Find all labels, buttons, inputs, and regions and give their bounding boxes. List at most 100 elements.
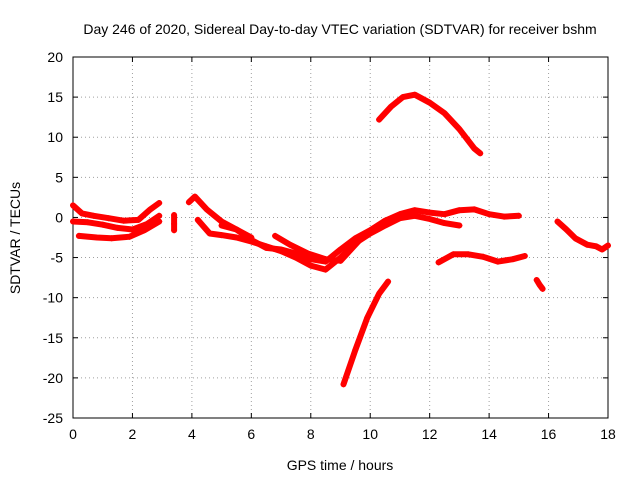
data-point — [456, 207, 463, 214]
data-point — [135, 216, 142, 223]
data-point — [171, 220, 178, 227]
series-trace-12 — [533, 277, 546, 292]
data-point — [147, 206, 154, 213]
series-trace-6 — [194, 212, 463, 273]
data-point — [272, 232, 279, 239]
data-point — [599, 246, 606, 253]
data-point — [376, 290, 383, 297]
x-tick-label: 14 — [481, 426, 497, 442]
data-point — [426, 209, 433, 216]
x-tick-label: 4 — [188, 426, 196, 442]
x-tick-label: 16 — [541, 426, 557, 442]
data-point — [337, 257, 344, 264]
data-point — [203, 206, 210, 213]
data-point — [129, 226, 136, 233]
data-point — [108, 235, 115, 242]
series-line — [554, 218, 611, 253]
data-point — [563, 226, 570, 233]
data-point — [399, 94, 406, 101]
series-trace-8 — [272, 232, 362, 264]
data-point — [477, 150, 484, 157]
x-tick-label: 6 — [247, 426, 255, 442]
data-point — [355, 238, 362, 245]
grid-layer — [73, 57, 608, 418]
data-point — [233, 234, 240, 241]
data-point — [75, 232, 82, 239]
series-layer — [70, 91, 611, 388]
data-point — [120, 217, 127, 224]
data-point — [171, 227, 178, 234]
data-point — [278, 246, 285, 253]
data-point — [93, 234, 100, 241]
series-line — [340, 278, 392, 388]
y-tick-label: -10 — [43, 290, 63, 306]
data-point — [486, 211, 493, 218]
data-point — [536, 281, 543, 288]
data-point — [233, 226, 240, 233]
series-trace-10 — [376, 91, 484, 157]
data-point — [382, 217, 389, 224]
data-point — [584, 241, 591, 248]
data-point — [156, 218, 163, 225]
data-point — [70, 218, 76, 225]
data-point — [539, 285, 546, 292]
data-point — [263, 244, 270, 251]
data-point — [593, 243, 600, 250]
data-point — [191, 193, 198, 200]
data-point — [218, 222, 225, 229]
data-point — [471, 145, 478, 152]
x-tick-label: 12 — [422, 426, 438, 442]
chart-title: Day 246 of 2020, Sidereal Day-to-day VTE… — [83, 21, 596, 37]
data-point — [114, 224, 121, 231]
x-tick-label: 0 — [69, 426, 77, 442]
data-point — [78, 210, 85, 217]
data-point — [171, 212, 178, 219]
series-line — [272, 232, 362, 264]
data-point — [185, 199, 192, 206]
data-point — [99, 221, 106, 228]
series-trace-9 — [340, 278, 392, 388]
data-point — [388, 103, 395, 110]
data-point — [194, 216, 201, 223]
data-point — [411, 212, 418, 219]
y-tick-label: 10 — [47, 129, 63, 145]
y-tick-label: 5 — [55, 169, 63, 185]
data-point — [286, 241, 293, 248]
x-tick-label: 18 — [600, 426, 616, 442]
data-point — [435, 259, 442, 266]
data-point — [441, 110, 448, 117]
data-point — [90, 212, 97, 219]
data-point — [156, 212, 163, 219]
plot-frame — [72, 56, 609, 419]
data-point — [411, 207, 418, 214]
y-tick-label: -25 — [43, 410, 63, 426]
x-axis-label: GPS time / hours — [287, 457, 394, 473]
data-point — [105, 215, 112, 222]
data-point — [248, 236, 255, 243]
y-axis-label: SDTVAR / TECUs — [7, 182, 23, 294]
data-point — [340, 381, 347, 388]
x-tick-label: 10 — [362, 426, 378, 442]
data-point — [352, 346, 359, 353]
data-point — [480, 253, 487, 260]
data-point — [500, 213, 507, 220]
data-point — [364, 314, 371, 321]
y-tick-label: 0 — [55, 209, 63, 225]
series-line — [70, 200, 163, 224]
data-point — [322, 256, 329, 263]
data-point — [521, 252, 528, 259]
data-point — [156, 200, 163, 207]
data-point — [572, 235, 579, 242]
data-point — [495, 258, 502, 265]
data-point — [533, 277, 540, 284]
y-tick-label: -15 — [43, 330, 63, 346]
data-point — [141, 227, 148, 234]
x-tick-label: 8 — [307, 426, 315, 442]
data-point — [126, 233, 133, 240]
tick-layer: 0 2 4 6 8 10 12 14 16 18 20 15 10 5 0 -5 -10 -15 -20 -25 — [43, 49, 616, 442]
data-point — [292, 250, 299, 257]
y-tick-label: 15 — [47, 89, 63, 105]
y-tick-label: 20 — [47, 49, 63, 65]
data-point — [367, 227, 374, 234]
